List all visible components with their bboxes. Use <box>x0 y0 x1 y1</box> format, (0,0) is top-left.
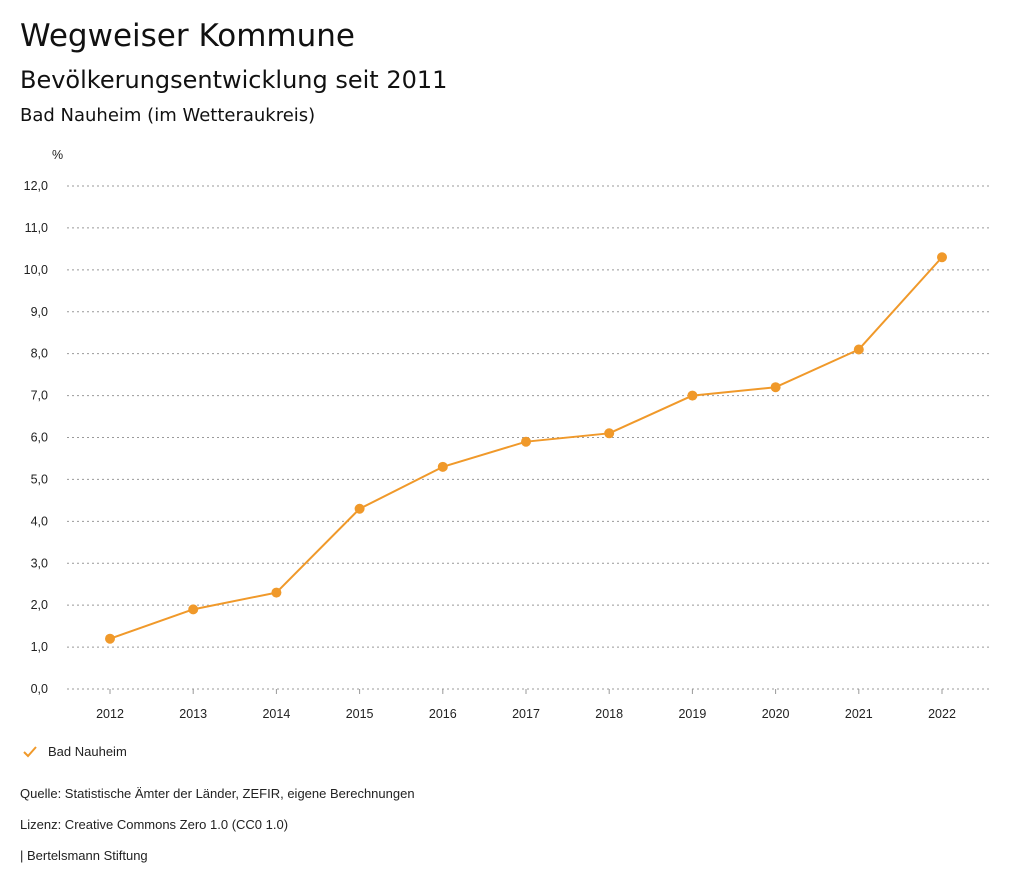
x-tick-label: 2016 <box>429 707 457 721</box>
data-point <box>271 587 282 598</box>
x-tick-label: 2014 <box>262 707 290 721</box>
x-tick-label: 2022 <box>928 707 956 721</box>
legend-label: Bad Nauheim <box>48 744 127 759</box>
y-tick-label: 6,0 <box>31 431 48 445</box>
x-tick-label: 2013 <box>179 707 207 721</box>
x-tick-label: 2020 <box>762 707 790 721</box>
y-tick-label: 10,0 <box>24 263 48 277</box>
legend[interactable]: Bad Nauheim <box>22 744 127 759</box>
data-point <box>188 604 199 615</box>
y-tick-label: 0,0 <box>31 682 48 696</box>
y-tick-label: 11,0 <box>25 221 48 235</box>
y-tick-label: 5,0 <box>31 472 48 486</box>
data-point <box>105 633 115 644</box>
license-note: Lizenz: Creative Commons Zero 1.0 (CC0 1… <box>20 817 289 832</box>
region-label: Bad Nauheim (im Wetteraukreis) <box>20 105 316 126</box>
x-tick-label: 2018 <box>595 707 623 721</box>
y-tick-label: 3,0 <box>31 556 48 570</box>
line-chart: % 0,0 1,0 2,0 3,0 4,0 5,0 6,0 7,0 8,0 9,0 10,0 11,0 1… <box>24 148 990 721</box>
y-tick-label: 8,0 <box>31 347 48 361</box>
data-point <box>604 428 615 439</box>
chart-subtitle: Bevölkerungsentwicklung seit 2011 <box>20 66 448 94</box>
data-point <box>437 461 448 472</box>
x-tick-label: 2017 <box>512 707 540 721</box>
y-tick-label: 2,0 <box>31 598 48 612</box>
y-tick-label: 1,0 <box>31 640 48 654</box>
data-point <box>521 436 531 447</box>
source-note: Quelle: Statistische Ämter der Länder, Z… <box>20 786 415 801</box>
x-tick-label: 2012 <box>96 707 124 721</box>
x-tick-label: 2019 <box>678 707 706 721</box>
y-tick-label: 7,0 <box>31 389 48 403</box>
checkmark-icon <box>23 745 37 757</box>
data-point <box>687 390 698 401</box>
chart-title: Wegweiser Kommune <box>20 18 355 54</box>
data-point <box>770 382 781 393</box>
y-tick-label: 4,0 <box>31 514 48 528</box>
x-tick-label: 2015 <box>346 707 374 721</box>
data-point <box>354 503 365 514</box>
y-axis-unit-label: % <box>52 148 63 162</box>
series-line <box>109 256 943 640</box>
publisher-note: | Bertelsmann Stiftung <box>20 848 148 863</box>
y-tick-label: 9,0 <box>31 305 48 319</box>
y-tick-label: 12,0 <box>24 179 48 193</box>
x-tick-label: 2021 <box>845 707 873 721</box>
data-point <box>853 344 864 355</box>
data-point <box>937 252 947 263</box>
